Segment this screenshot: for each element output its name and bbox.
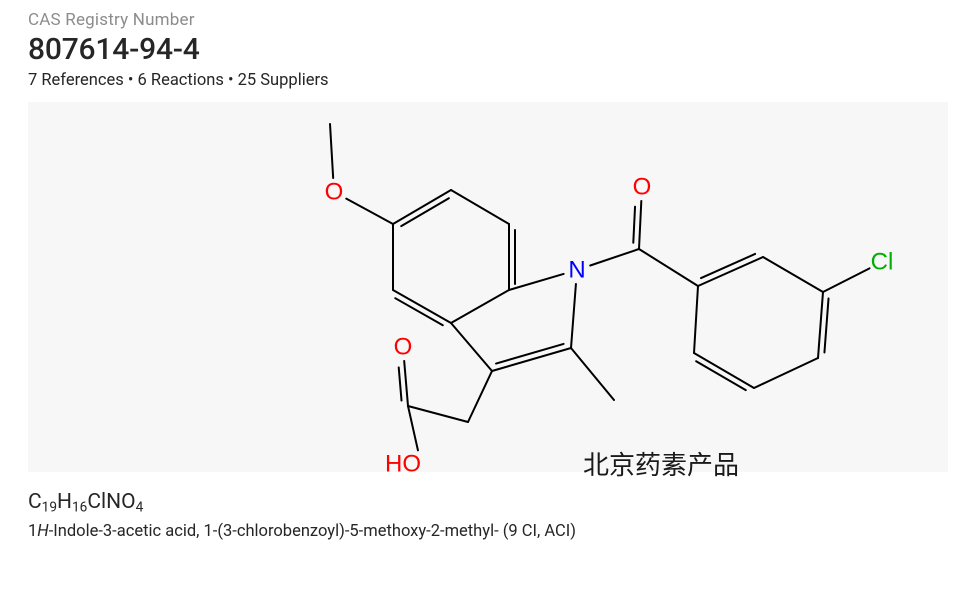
compound-name: 1H-Indole-3-acetic acid, 1-(3-chlorobenz… (28, 520, 668, 544)
svg-text:O: O (394, 334, 413, 361)
structure-panel: ONOHOOCl 北京药素产品 (28, 102, 948, 472)
cas-number: 807614-94-4 (28, 32, 948, 67)
molecule-diagram: O N O HO O Cl (28, 102, 948, 472)
watermark-text: 北京药素产品 (583, 445, 739, 482)
svg-text:HO: HO (385, 451, 421, 473)
svg-text:O: O (325, 179, 344, 206)
svg-text:N: N (568, 257, 585, 284)
svg-text:O: O (633, 174, 652, 201)
cas-label: CAS Registry Number (28, 10, 948, 30)
svg-text:Cl: Cl (871, 249, 894, 276)
molecular-formula: C19H16ClNO4 (28, 490, 948, 515)
references-line: 7 References • 6 Reactions • 25 Supplier… (28, 71, 948, 90)
page-root: CAS Registry Number 807614-94-4 7 Refere… (0, 0, 976, 591)
